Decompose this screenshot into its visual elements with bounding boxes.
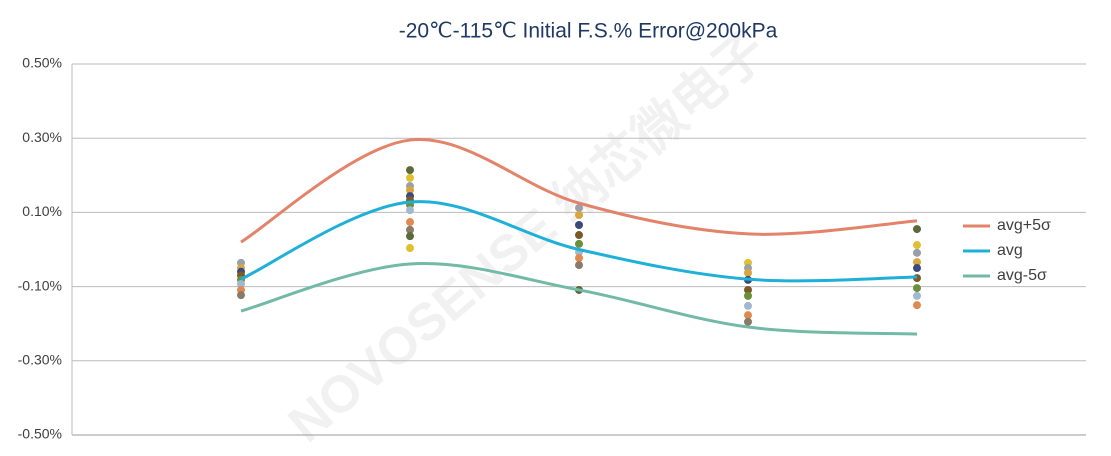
data-point — [575, 203, 583, 212]
data-point — [913, 258, 921, 267]
watermark: NOVOSENSE 纳芯微电子 — [278, 21, 778, 454]
y-tick-label: 0.10% — [22, 203, 62, 219]
data-point — [913, 241, 921, 250]
data-point — [237, 280, 245, 289]
data-point — [913, 301, 921, 310]
y-tick-label: -0.30% — [18, 352, 62, 368]
data-point — [406, 218, 414, 227]
data-point — [406, 186, 414, 195]
data-point — [913, 291, 921, 300]
data-point — [406, 206, 414, 215]
data-point — [913, 264, 921, 273]
legend-label: avg-5σ — [997, 267, 1047, 284]
data-point — [744, 291, 752, 300]
data-point — [744, 268, 752, 277]
data-point — [744, 317, 752, 326]
y-tick-label: -0.10% — [18, 277, 62, 293]
data-point — [575, 210, 583, 219]
y-tick-label: 0.30% — [22, 129, 62, 145]
data-point — [913, 284, 921, 293]
data-point — [575, 239, 583, 248]
legend-label: avg+5σ — [997, 217, 1051, 234]
data-point — [575, 254, 583, 263]
data-point — [744, 301, 752, 310]
data-point — [406, 232, 414, 241]
data-point — [744, 311, 752, 320]
series-line — [240, 138, 918, 244]
data-point — [237, 291, 245, 300]
data-point — [575, 221, 583, 230]
series-line — [240, 200, 918, 283]
data-point — [744, 285, 752, 294]
y-tick-label: 0.50% — [22, 55, 62, 71]
data-point — [575, 261, 583, 270]
legend-label: avg — [997, 242, 1023, 259]
data-point — [575, 231, 583, 240]
y-tick-label: -0.50% — [18, 426, 62, 442]
data-point — [406, 173, 414, 182]
data-point — [913, 248, 921, 257]
chart-title: -20℃-115℃ Initial F.S.% Error@200kPa — [399, 20, 778, 43]
data-point — [406, 166, 414, 175]
data-point — [406, 225, 414, 234]
data-point — [913, 225, 921, 234]
data-point — [406, 244, 414, 253]
series-line — [240, 262, 918, 336]
